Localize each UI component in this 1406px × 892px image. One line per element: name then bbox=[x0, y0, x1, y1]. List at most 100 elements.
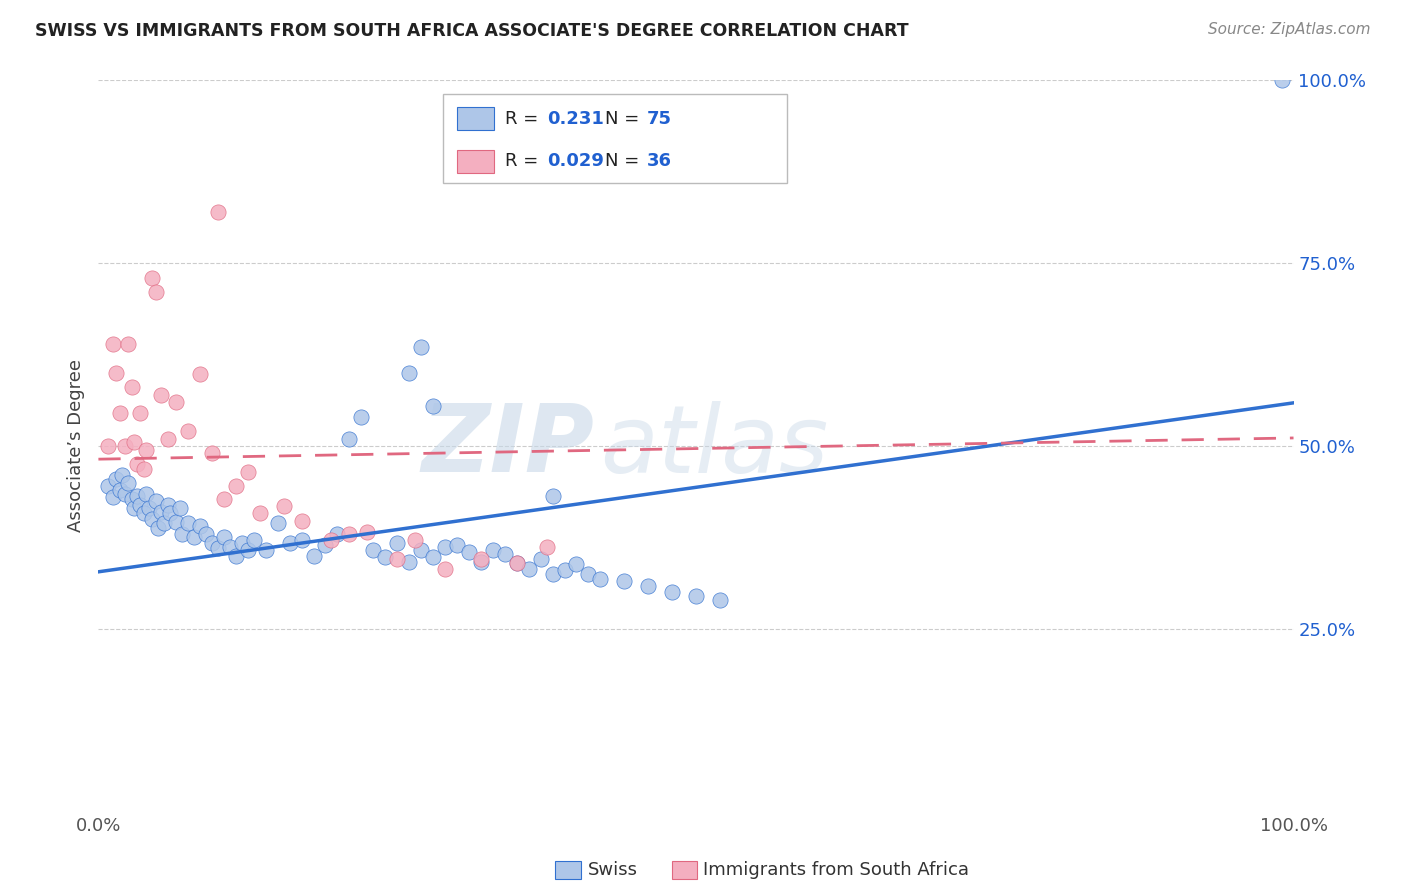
Point bbox=[108, 483, 131, 497]
Point bbox=[398, 366, 420, 380]
Point bbox=[315, 538, 337, 552]
Point bbox=[243, 533, 266, 547]
Point bbox=[165, 395, 187, 409]
Point bbox=[613, 574, 636, 589]
Point bbox=[470, 555, 492, 569]
Point bbox=[101, 336, 124, 351]
Point bbox=[188, 368, 211, 382]
Point bbox=[177, 516, 200, 530]
Point bbox=[169, 501, 191, 516]
Point bbox=[111, 468, 134, 483]
Point bbox=[108, 406, 131, 420]
Text: R =: R = bbox=[505, 110, 544, 128]
Text: 0.029: 0.029 bbox=[547, 153, 603, 170]
Point bbox=[117, 336, 139, 351]
Point bbox=[149, 388, 172, 402]
Point bbox=[385, 552, 409, 566]
Point bbox=[132, 506, 155, 520]
Point bbox=[470, 552, 492, 566]
Text: N =: N = bbox=[605, 110, 644, 128]
Point bbox=[156, 498, 179, 512]
Point bbox=[291, 514, 314, 528]
Point bbox=[129, 406, 152, 420]
Point bbox=[101, 490, 124, 504]
Point bbox=[141, 512, 163, 526]
Point bbox=[172, 526, 194, 541]
Point bbox=[141, 270, 163, 285]
Point bbox=[685, 589, 707, 603]
Text: ZIP: ZIP bbox=[422, 400, 595, 492]
Point bbox=[225, 479, 247, 493]
Point bbox=[124, 435, 146, 450]
Point bbox=[129, 498, 152, 512]
Point bbox=[153, 516, 176, 530]
Point bbox=[363, 542, 385, 557]
Point bbox=[554, 563, 576, 577]
Point bbox=[398, 555, 420, 569]
Point bbox=[446, 538, 468, 552]
Point bbox=[135, 442, 157, 457]
Point bbox=[145, 285, 167, 300]
Point bbox=[267, 516, 290, 530]
Point bbox=[156, 432, 179, 446]
Point bbox=[97, 439, 120, 453]
Point bbox=[536, 540, 558, 554]
Point bbox=[105, 472, 128, 486]
Point bbox=[165, 515, 187, 529]
Point bbox=[236, 542, 259, 557]
Point bbox=[135, 486, 157, 500]
Point bbox=[339, 526, 361, 541]
Point bbox=[517, 562, 540, 576]
Point bbox=[422, 550, 444, 565]
Point bbox=[291, 533, 314, 547]
Text: SWISS VS IMMIGRANTS FROM SOUTH AFRICA ASSOCIATE'S DEGREE CORRELATION CHART: SWISS VS IMMIGRANTS FROM SOUTH AFRICA AS… bbox=[35, 22, 908, 40]
Text: R =: R = bbox=[505, 153, 544, 170]
Point bbox=[578, 567, 600, 582]
Point bbox=[374, 550, 396, 565]
Text: 0.231: 0.231 bbox=[547, 110, 603, 128]
Point bbox=[183, 530, 205, 544]
Point bbox=[117, 475, 139, 490]
Point bbox=[195, 526, 218, 541]
Point bbox=[278, 535, 301, 549]
Point bbox=[565, 558, 588, 572]
Point bbox=[177, 425, 200, 439]
Point bbox=[145, 494, 167, 508]
Point bbox=[541, 489, 564, 503]
Point bbox=[458, 545, 481, 559]
Text: Swiss: Swiss bbox=[588, 861, 638, 879]
Point bbox=[114, 439, 136, 453]
Point bbox=[273, 499, 295, 513]
Point bbox=[124, 501, 146, 516]
Point bbox=[138, 501, 160, 516]
Point bbox=[97, 479, 120, 493]
Point bbox=[530, 552, 553, 566]
Point bbox=[114, 486, 136, 500]
Point bbox=[125, 489, 148, 503]
Point bbox=[411, 340, 433, 354]
Point bbox=[231, 535, 253, 549]
Point bbox=[589, 572, 612, 586]
Point bbox=[148, 521, 170, 535]
Point bbox=[404, 533, 426, 547]
Point bbox=[149, 505, 172, 519]
Point bbox=[506, 556, 529, 570]
Point bbox=[321, 533, 343, 547]
Point bbox=[385, 535, 409, 549]
Text: N =: N = bbox=[605, 153, 644, 170]
Point bbox=[249, 506, 271, 520]
Point bbox=[132, 462, 155, 476]
Point bbox=[637, 579, 659, 593]
Point bbox=[494, 547, 516, 561]
Point bbox=[207, 541, 229, 556]
Point bbox=[121, 380, 143, 394]
Point bbox=[188, 519, 211, 533]
Point bbox=[105, 366, 128, 380]
Text: atlas: atlas bbox=[600, 401, 828, 491]
Point bbox=[541, 567, 564, 582]
Point bbox=[212, 491, 235, 506]
Y-axis label: Associate’s Degree: Associate’s Degree bbox=[67, 359, 86, 533]
Text: Source: ZipAtlas.com: Source: ZipAtlas.com bbox=[1208, 22, 1371, 37]
Point bbox=[201, 446, 224, 460]
Point bbox=[434, 540, 457, 554]
